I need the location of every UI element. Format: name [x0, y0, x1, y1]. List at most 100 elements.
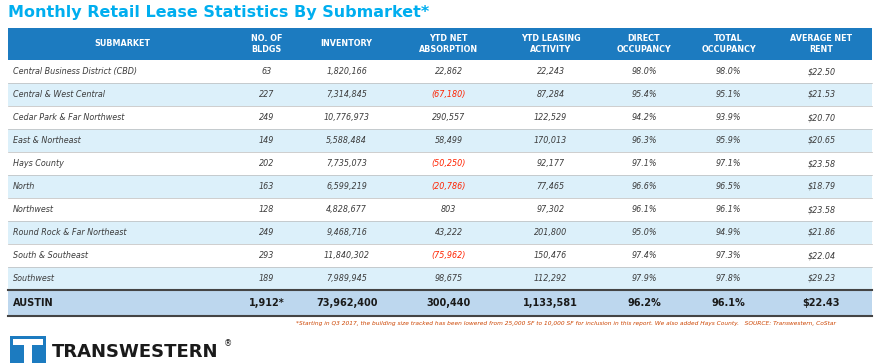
Text: 803: 803 — [441, 205, 457, 214]
Text: 73,962,400: 73,962,400 — [316, 298, 378, 308]
Text: 112,292: 112,292 — [534, 274, 568, 283]
Text: 43,222: 43,222 — [435, 228, 463, 237]
Text: 149: 149 — [259, 136, 274, 145]
Text: North: North — [13, 182, 35, 191]
Text: 96.2%: 96.2% — [627, 298, 661, 308]
Text: $20.70: $20.70 — [807, 113, 835, 122]
Text: 163: 163 — [259, 182, 274, 191]
Text: $22.04: $22.04 — [807, 251, 835, 260]
Text: 249: 249 — [259, 113, 274, 122]
Text: 9,468,716: 9,468,716 — [326, 228, 367, 237]
Bar — [8, 198, 872, 221]
Text: 293: 293 — [259, 251, 274, 260]
Text: 170,013: 170,013 — [534, 136, 568, 145]
Bar — [296, 28, 398, 60]
Text: 189: 189 — [259, 274, 274, 283]
Bar — [8, 60, 872, 83]
Text: 150,476: 150,476 — [534, 251, 568, 260]
Text: Monthly Retail Lease Statistics By Submarket*: Monthly Retail Lease Statistics By Subma… — [8, 5, 429, 20]
Text: $22.43: $22.43 — [803, 298, 840, 308]
Text: 4,828,677: 4,828,677 — [326, 205, 367, 214]
Text: 98,675: 98,675 — [435, 274, 463, 283]
Text: YTD NET
ABSORPTION: YTD NET ABSORPTION — [419, 34, 478, 54]
Text: 227: 227 — [259, 90, 274, 99]
Text: 1,133,581: 1,133,581 — [523, 298, 578, 308]
Text: 10,776,973: 10,776,973 — [324, 113, 370, 122]
Text: 95.4%: 95.4% — [631, 90, 656, 99]
Text: Round Rock & Far Northeast: Round Rock & Far Northeast — [13, 228, 127, 237]
Bar — [8, 290, 872, 316]
Text: South & Southeast: South & Southeast — [13, 251, 88, 260]
Text: Cedar Park & Far Northwest: Cedar Park & Far Northwest — [13, 113, 124, 122]
Text: $20.65: $20.65 — [807, 136, 835, 145]
Text: 97.3%: 97.3% — [715, 251, 741, 260]
Text: 58,499: 58,499 — [435, 136, 463, 145]
Text: TOTAL
OCCUPANCY: TOTAL OCCUPANCY — [701, 34, 756, 54]
Text: 96.1%: 96.1% — [715, 205, 741, 214]
Text: Central & West Central: Central & West Central — [13, 90, 105, 99]
Text: 95.9%: 95.9% — [715, 136, 741, 145]
Text: DIRECT
OCCUPANCY: DIRECT OCCUPANCY — [617, 34, 671, 54]
Text: Hays County: Hays County — [13, 159, 64, 168]
Text: Southwest: Southwest — [13, 274, 55, 283]
Text: 7,735,073: 7,735,073 — [326, 159, 367, 168]
Text: 98.0%: 98.0% — [631, 67, 656, 76]
Text: 97.1%: 97.1% — [715, 159, 741, 168]
Text: ®: ® — [224, 339, 232, 348]
Text: 63: 63 — [261, 67, 271, 76]
Text: AVERAGE NET
RENT: AVERAGE NET RENT — [790, 34, 853, 54]
Text: 7,989,945: 7,989,945 — [326, 274, 367, 283]
Bar — [771, 28, 872, 60]
Text: 11,840,302: 11,840,302 — [324, 251, 370, 260]
Text: 96.1%: 96.1% — [631, 205, 656, 214]
Text: NO. OF
BLDGS: NO. OF BLDGS — [251, 34, 282, 54]
Text: TRANSWESTERN: TRANSWESTERN — [52, 343, 218, 361]
Text: 77,465: 77,465 — [537, 182, 565, 191]
Text: 122,529: 122,529 — [534, 113, 568, 122]
Bar — [398, 28, 500, 60]
Bar — [24, 345, 32, 363]
Bar — [8, 221, 872, 244]
Text: 128: 128 — [259, 205, 274, 214]
Text: $23.58: $23.58 — [807, 159, 835, 168]
Text: 249: 249 — [259, 228, 274, 237]
Text: (20,786): (20,786) — [431, 182, 466, 191]
Text: 6,599,219: 6,599,219 — [326, 182, 367, 191]
Text: 97.9%: 97.9% — [631, 274, 656, 283]
Text: East & Northeast: East & Northeast — [13, 136, 81, 145]
Text: $18.79: $18.79 — [807, 182, 835, 191]
Text: 98.0%: 98.0% — [715, 67, 741, 76]
Text: 95.0%: 95.0% — [631, 228, 656, 237]
Bar — [237, 28, 296, 60]
Text: 5,588,484: 5,588,484 — [326, 136, 367, 145]
Bar — [686, 28, 771, 60]
Bar — [8, 175, 872, 198]
Text: 290,557: 290,557 — [432, 113, 466, 122]
Text: 97.4%: 97.4% — [631, 251, 656, 260]
Text: INVENTORY: INVENTORY — [320, 40, 373, 49]
Text: AUSTIN: AUSTIN — [13, 298, 54, 308]
Text: 96.6%: 96.6% — [631, 182, 656, 191]
Text: $21.86: $21.86 — [807, 228, 835, 237]
Text: 300,440: 300,440 — [427, 298, 471, 308]
Text: 7,314,845: 7,314,845 — [326, 90, 367, 99]
Bar — [8, 267, 872, 290]
Bar — [500, 28, 602, 60]
Text: $23.58: $23.58 — [807, 205, 835, 214]
Text: 96.5%: 96.5% — [715, 182, 741, 191]
Text: 96.1%: 96.1% — [712, 298, 745, 308]
Text: (75,962): (75,962) — [431, 251, 466, 260]
Text: 94.2%: 94.2% — [631, 113, 656, 122]
Text: 201,800: 201,800 — [534, 228, 568, 237]
Text: 22,862: 22,862 — [435, 67, 463, 76]
Text: (50,250): (50,250) — [431, 159, 466, 168]
Text: 22,243: 22,243 — [537, 67, 565, 76]
Text: (67,180): (67,180) — [431, 90, 466, 99]
Text: 1,820,166: 1,820,166 — [326, 67, 367, 76]
Text: YTD LEASING
ACTIVITY: YTD LEASING ACTIVITY — [521, 34, 581, 54]
Text: SUBMARKET: SUBMARKET — [94, 40, 150, 49]
Text: 93.9%: 93.9% — [715, 113, 741, 122]
Text: Central Business District (CBD): Central Business District (CBD) — [13, 67, 137, 76]
Text: $29.23: $29.23 — [807, 274, 835, 283]
Text: $21.53: $21.53 — [807, 90, 835, 99]
